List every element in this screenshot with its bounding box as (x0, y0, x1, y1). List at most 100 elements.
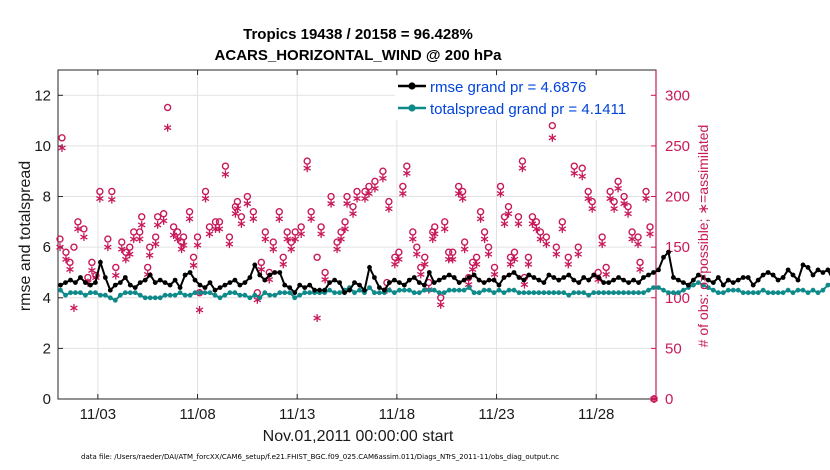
obs-assimilated-point (646, 229, 654, 238)
obs-assimilated-point (117, 245, 126, 254)
rmse-point (192, 277, 198, 283)
totalspread-point (217, 295, 223, 301)
rmse-point (730, 280, 736, 285)
rmse-point (307, 282, 313, 288)
line-series (58, 249, 830, 303)
totalspread-point (416, 290, 422, 296)
totalspread-point (666, 290, 671, 296)
obs-assimilated-point (237, 219, 246, 228)
rmse-point (332, 277, 337, 283)
obs-possible-point (225, 233, 234, 241)
obs-possible-point (337, 228, 345, 236)
obs-assimilated-point (297, 229, 305, 238)
obs-assimilated-point (269, 245, 278, 254)
rmse-point (292, 290, 298, 296)
obs-assimilated-point (291, 235, 300, 244)
rmse-point (426, 270, 432, 275)
obs-possible-point (444, 248, 453, 256)
obs-possible-point (297, 223, 305, 231)
obs-possible-point (620, 192, 628, 201)
obs-assimilated-point (365, 189, 373, 198)
rmse-point (401, 282, 407, 288)
rmse-point (152, 280, 158, 285)
obs-possible-point (610, 197, 618, 206)
rmse-point (795, 277, 801, 283)
totalspread-point (476, 290, 482, 296)
obs-assimilated-point (484, 250, 493, 259)
totalspread-point (596, 290, 602, 296)
rmse-point (222, 282, 228, 288)
rmse-point (367, 265, 372, 270)
rmse-point (282, 282, 288, 288)
obs-assimilated-point (548, 133, 557, 142)
rmse-point (362, 287, 367, 293)
obs-assimilated-point (496, 189, 505, 198)
rmse-point (217, 285, 223, 290)
rmse-point (237, 282, 243, 288)
rmse-point (616, 275, 621, 280)
obs-possible-point (584, 187, 592, 196)
y-axis-label: rmse and totalspread (17, 161, 34, 311)
rmse-point (586, 277, 592, 283)
obs-assimilated-point (333, 245, 341, 254)
totalspread-point (307, 290, 313, 296)
obs-assimilated-point (317, 229, 325, 238)
obs-assimilated-point (409, 235, 417, 244)
rmse-point (172, 277, 178, 283)
obs-possible-point (650, 395, 658, 403)
rmse-point (556, 277, 562, 283)
obs-possible-point (343, 192, 351, 201)
rmse-point (596, 275, 602, 280)
obs-assimilated-point (532, 224, 541, 233)
obs-possible-point (313, 253, 321, 261)
rmse-point (102, 275, 108, 280)
totalspread-point (132, 290, 138, 296)
totalspread-point (681, 287, 686, 293)
totalspread-point (63, 292, 68, 298)
rmse-point (302, 285, 308, 290)
totalspread-point (671, 290, 676, 296)
totalspread-point (332, 290, 337, 296)
rmse-point (63, 280, 68, 285)
rmse-point (531, 275, 537, 280)
obs-assimilated-point (153, 220, 162, 229)
obs-assimilated-point (221, 170, 230, 179)
obs-assimilated-point (193, 241, 202, 250)
obs-assimilated-point (151, 240, 160, 249)
rmse-point (785, 267, 791, 273)
obs-assimilated-point (468, 265, 477, 274)
rmse-point (58, 282, 63, 288)
totalspread-point (501, 290, 507, 296)
totalspread-point (770, 290, 776, 296)
totalspread-point (466, 285, 472, 290)
obs-possible-point (138, 213, 146, 221)
totalspread-point (112, 297, 118, 303)
obs-assimilated-point (307, 214, 315, 223)
obs-assimilated-point (436, 300, 445, 309)
obs-possible-point (153, 213, 162, 221)
obs-possible-point (552, 243, 561, 251)
obs-assimilated-point (395, 255, 403, 264)
obs-possible-point (578, 164, 586, 172)
obs-possible-point (431, 223, 439, 231)
obs-assimilated-point (185, 214, 194, 223)
obs-possible-point (642, 187, 650, 196)
obs-assimilated-point (642, 194, 650, 203)
totalspread-point (272, 292, 278, 298)
obs-assimilated-point (327, 199, 335, 208)
rmse-point (421, 282, 427, 288)
obs-assimilated-point (524, 260, 533, 269)
obs-possible-point (237, 213, 246, 221)
obs-possible-point (74, 218, 82, 226)
obs-possible-point (163, 103, 172, 112)
rmse-point (411, 275, 417, 280)
obs-possible-point (403, 162, 411, 170)
obs-assimilated-point (58, 143, 66, 152)
totalspread-point (486, 287, 492, 293)
totalspread-point (207, 290, 213, 296)
obs-assimilated-point (70, 303, 78, 312)
rmse-point (397, 280, 402, 285)
rmse-point (561, 275, 567, 280)
totalspread-point (511, 287, 517, 293)
legend: rmse grand pr = 4.6876 totalspread grand… (395, 76, 650, 120)
